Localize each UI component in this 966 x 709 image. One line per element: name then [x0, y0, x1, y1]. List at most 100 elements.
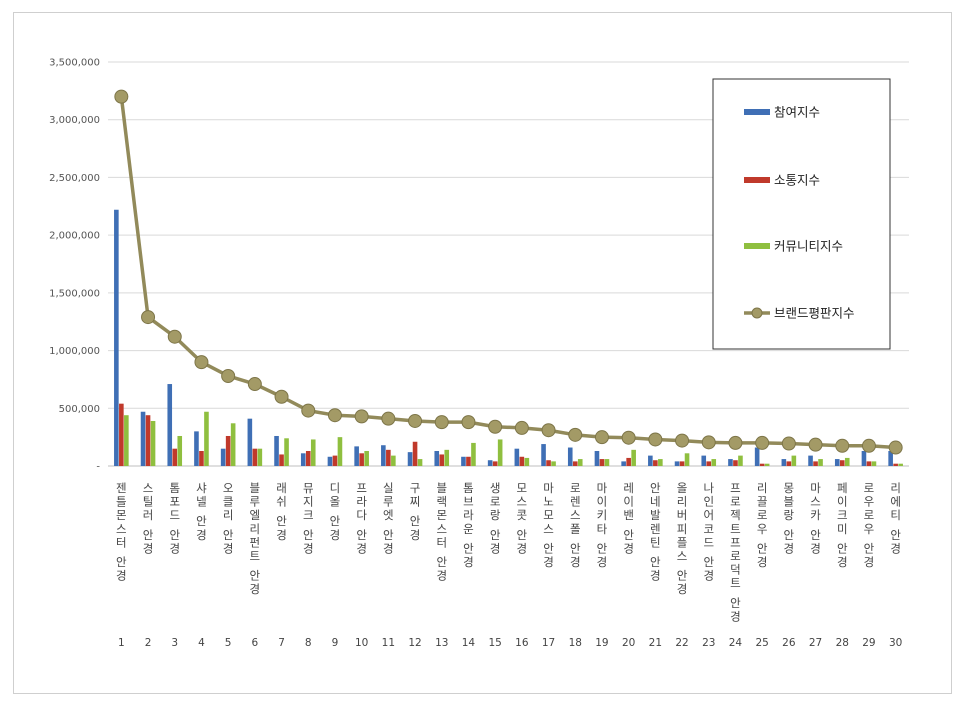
category-char: 구	[410, 481, 421, 495]
y-tick-label: 500,000	[59, 404, 100, 415]
y-tick-label: 3,000,000	[49, 115, 100, 126]
bar-참여지수-10	[354, 446, 359, 466]
category-char: 스	[570, 508, 581, 522]
legend-box	[712, 78, 891, 350]
category-char: 리	[250, 522, 261, 536]
bar-참여지수-16	[514, 448, 520, 466]
rank-label: 11	[382, 637, 395, 649]
rank-label: 28	[836, 637, 849, 649]
category-char: 경	[784, 541, 795, 555]
category-char: 마	[810, 481, 821, 495]
category-char: 랙	[436, 495, 447, 509]
category-char: 안	[143, 528, 154, 542]
category-char: 스	[436, 522, 447, 536]
line-point-17	[541, 423, 556, 438]
category-char: 경	[490, 541, 501, 555]
rank-label: 7	[278, 637, 285, 649]
category-char: 안	[810, 528, 821, 542]
legend-label: 참여지수	[774, 105, 820, 120]
legend-swatch	[744, 177, 770, 183]
line-point-16	[514, 420, 529, 435]
category-char: 브	[463, 495, 474, 509]
category-char: 안	[436, 555, 447, 569]
category-char: 리	[890, 481, 901, 495]
line-point-12	[408, 413, 423, 428]
category-char: 안	[543, 541, 554, 555]
line-point-25	[755, 435, 770, 450]
category-char: 키	[597, 508, 608, 522]
category-char: 경	[436, 569, 447, 583]
category-char: 터	[116, 535, 127, 549]
category-char: 경	[864, 555, 875, 569]
bar-소통지수-2	[145, 415, 151, 466]
bar-소통지수-24	[733, 460, 738, 466]
category-char: 트	[250, 549, 261, 563]
bars	[114, 209, 903, 466]
category-char: 안	[570, 541, 581, 555]
bar-참여지수-18	[567, 447, 573, 466]
line-point-30	[888, 440, 903, 455]
rank-label: 26	[782, 637, 796, 649]
category-char: 랑	[490, 508, 501, 522]
line-point-20	[621, 430, 636, 445]
category-char: 플	[677, 535, 688, 549]
category-char: 경	[543, 555, 554, 569]
rank-label: 16	[515, 637, 529, 649]
bar-커뮤니티지수-21	[658, 459, 663, 466]
bar-소통지수-18	[572, 461, 578, 466]
category-char: 경	[196, 528, 207, 542]
bar-커뮤니티지수-12	[417, 459, 423, 466]
category-char: 안	[757, 541, 768, 555]
line-point-26	[781, 436, 796, 451]
category-char: 틸	[143, 495, 154, 509]
category-char: 뮤	[303, 481, 314, 495]
category-char: 안	[223, 528, 234, 542]
bar-소통지수-29	[866, 461, 872, 466]
line-point-13	[434, 415, 449, 430]
bar-커뮤니티지수-4	[204, 411, 209, 466]
rank-label: 4	[198, 637, 205, 649]
category-char: 로	[490, 495, 501, 509]
category-char: 로	[730, 549, 741, 563]
rank-label: 23	[702, 637, 715, 649]
bar-참여지수-19	[594, 450, 600, 466]
category-char: 폴	[570, 522, 581, 536]
category-char: 경	[570, 555, 581, 569]
category-char: 샤	[196, 481, 207, 495]
category-char: 에	[890, 495, 901, 509]
x-axis-categories: 젠 틀 몬 스 터 안 경1스 틸 러 안 경2톰 포 드 안 경3샤 넬 안 경4오 클 리 안 경5블 루 엘 리 펀 트 안 경6…	[116, 481, 902, 649]
category-char: 경	[650, 569, 661, 583]
category-char: 안	[383, 528, 394, 542]
category-char: 올	[677, 481, 688, 495]
bar-커뮤니티지수-27	[818, 459, 823, 466]
line-point-4	[194, 355, 209, 370]
bar-참여지수-9	[327, 456, 333, 466]
bar-커뮤니티지수-3	[177, 435, 183, 466]
category-char: 로	[757, 508, 768, 522]
category-char: 라	[356, 495, 367, 509]
rank-label: 24	[729, 637, 743, 649]
category-char: 로	[730, 495, 741, 509]
category-char: 타	[597, 522, 608, 536]
category-char: 경	[223, 541, 234, 555]
line-point-19	[594, 430, 609, 445]
category-char: 경	[890, 541, 901, 555]
category-char: 안	[330, 514, 341, 528]
category-char: 라	[463, 508, 474, 522]
category-char: 다	[356, 508, 367, 522]
line-point-11	[381, 411, 396, 426]
category-char: 몬	[436, 508, 447, 522]
rank-label: 21	[649, 637, 662, 649]
category-char: 피	[677, 522, 688, 536]
bar-소통지수-30	[893, 463, 898, 466]
y-tick-label: 1,000,000	[49, 346, 100, 357]
category-char: 안	[623, 528, 634, 542]
bar-참여지수-22	[674, 461, 680, 466]
legend-swatch	[744, 243, 770, 249]
